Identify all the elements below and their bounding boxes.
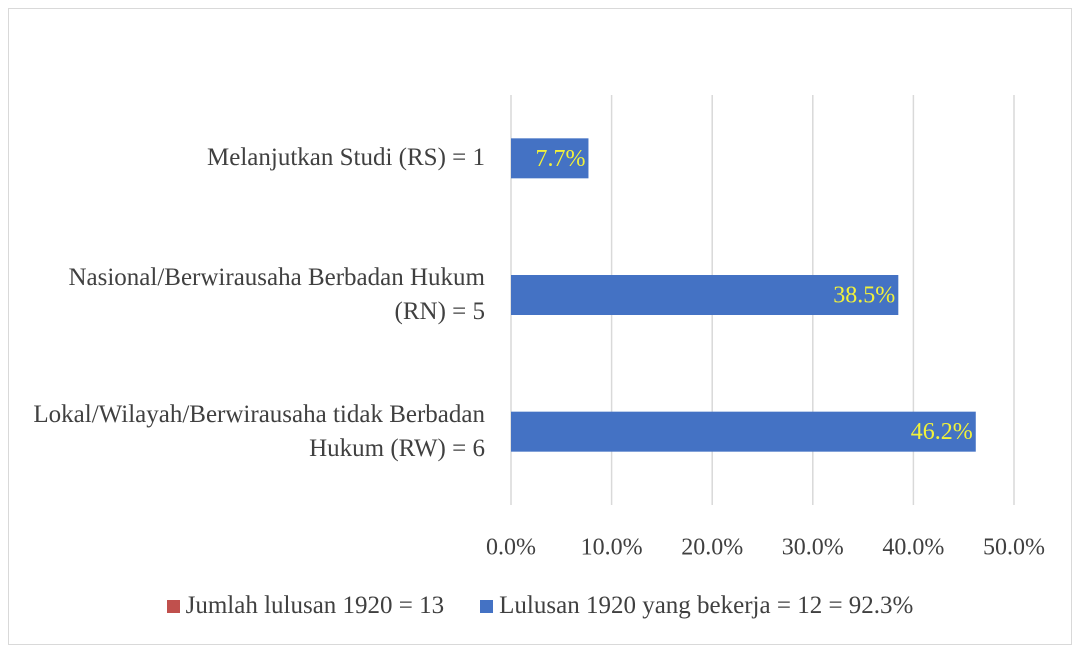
legend-item: Lulusan 1920 yang bekerja = 12 = 92.3%	[480, 592, 913, 620]
data-label: 38.5%	[833, 283, 895, 309]
bar	[511, 411, 976, 452]
x-tick-label: 40.0%	[882, 535, 944, 561]
x-tick-label: 50.0%	[983, 535, 1045, 561]
x-tick-label: 10.0%	[581, 535, 643, 561]
y-tick-label: Melanjutkan Studi (RS) = 1	[207, 144, 485, 172]
bar	[511, 275, 899, 315]
data-label: 7.7%	[535, 146, 585, 172]
x-tick-label: 30.0%	[782, 535, 844, 561]
x-tick-label: 0.0%	[486, 535, 536, 561]
data-label: 46.2%	[911, 419, 973, 445]
x-tick-label: 20.0%	[681, 535, 743, 561]
y-tick-label: Lokal/Wilayah/Berwirausaha tidak Berbada…	[33, 400, 485, 462]
bar	[511, 138, 589, 179]
chart-border	[8, 8, 1072, 645]
legend-swatch	[480, 599, 494, 613]
legend-label: Jumlah lulusan 1920 = 13	[185, 592, 445, 619]
legend: Jumlah lulusan 1920 = 13 Lulusan 1920 yan…	[0, 592, 1080, 620]
legend-label: Lulusan 1920 yang bekerja = 12 = 92.3%	[499, 592, 914, 619]
y-tick-label: Nasional/Berwirausaha Berbadan Hukum (RN…	[68, 264, 485, 325]
legend-item: Jumlah lulusan 1920 = 13	[166, 592, 445, 620]
legend-swatch	[166, 599, 180, 613]
